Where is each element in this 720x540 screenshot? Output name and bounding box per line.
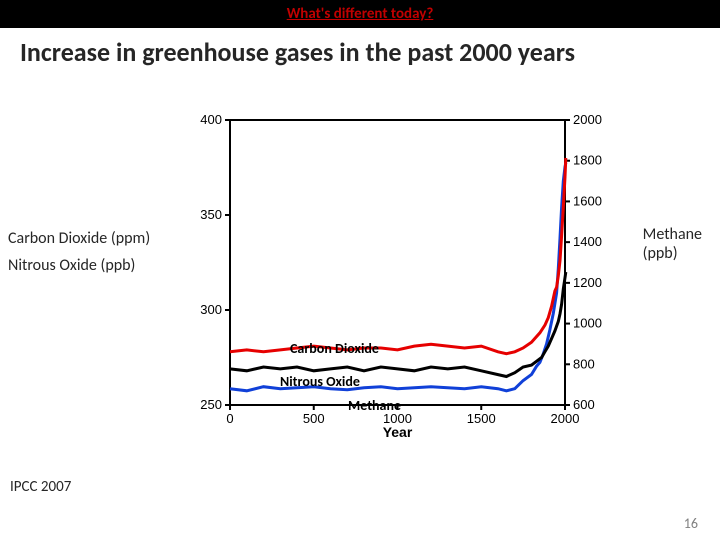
svg-text:500: 500 [303,411,325,426]
svg-text:1000: 1000 [573,316,602,331]
svg-text:2000: 2000 [551,411,580,426]
page-title: Increase in greenhouse gases in the past… [20,36,700,68]
chart: 0500100015002000Year25030035040060080010… [185,110,615,440]
svg-text:1500: 1500 [467,411,496,426]
legend-ch4-1: Methane [643,225,702,244]
svg-text:250: 250 [200,397,222,412]
right-axis-legend: Methane (ppb) [643,225,702,263]
title-row: Increase in greenhouse gases in the past… [0,28,720,68]
svg-text:1400: 1400 [573,234,602,249]
svg-text:800: 800 [573,356,595,371]
svg-text:1600: 1600 [573,193,602,208]
label-n2o: Nitrous Oxide [280,373,360,390]
svg-text:400: 400 [200,112,222,127]
legend-ch4-2: (ppb) [643,244,702,263]
svg-text:1800: 1800 [573,153,602,168]
svg-text:300: 300 [200,302,222,317]
header-bar: What's different today? [0,0,720,28]
svg-text:0: 0 [226,411,233,426]
svg-text:2000: 2000 [573,112,602,127]
svg-text:Year: Year [383,424,413,440]
label-co2: Carbon Dioxide [290,340,379,357]
header-text: What's different today? [287,5,434,23]
left-axis-legend: Carbon Dioxide (ppm) Nitrous Oxide (ppb) [8,225,150,279]
svg-text:600: 600 [573,397,595,412]
legend-n2o: Nitrous Oxide (ppb) [8,252,150,279]
legend-co2: Carbon Dioxide (ppm) [8,225,150,252]
svg-text:350: 350 [200,207,222,222]
page-number: 16 [684,515,698,532]
chart-svg: 0500100015002000Year25030035040060080010… [185,110,615,440]
svg-text:1200: 1200 [573,275,602,290]
citation: IPCC 2007 [10,478,71,496]
label-ch4: Methane [348,397,401,414]
